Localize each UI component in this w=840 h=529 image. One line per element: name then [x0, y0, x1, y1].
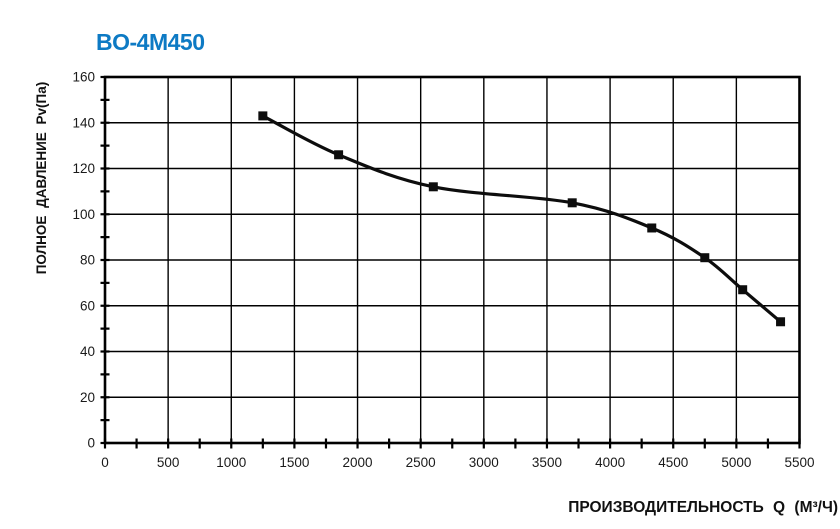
x-tick-label: 4000 [595, 455, 625, 470]
data-point-marker [258, 111, 268, 121]
y-tick-label: 140 [72, 115, 95, 130]
data-point-marker [776, 317, 786, 327]
data-point-marker [700, 253, 710, 263]
x-axis-title: ПРОИЗВОДИТЕЛЬНОСТЬ Q (М³/Ч) [568, 499, 838, 516]
y-tick-label: 100 [72, 207, 95, 222]
x-tick-label: 1000 [216, 455, 246, 470]
x-tick-label: 1500 [279, 455, 309, 470]
data-point-marker [738, 285, 748, 295]
y-tick-label: 20 [80, 390, 95, 405]
x-tick-label: 0 [101, 455, 109, 470]
y-tick-label: 160 [72, 70, 95, 85]
y-tick-label: 0 [87, 436, 95, 451]
x-tick-label: 500 [157, 455, 180, 470]
x-tick-label: 4500 [658, 455, 688, 470]
data-point-marker [334, 150, 344, 160]
y-tick-label: 60 [80, 298, 95, 313]
x-tick-label: 3000 [469, 455, 499, 470]
data-point-marker [647, 223, 657, 233]
y-tick-label: 80 [80, 253, 95, 268]
x-tick-label: 5000 [721, 455, 751, 470]
x-tick-label: 2500 [406, 455, 436, 470]
y-axis-title: ПОЛНОЕ ДАВЛЕНИЕ Pv(Па) [34, 82, 49, 275]
data-point-marker [428, 182, 438, 192]
x-tick-label: 5500 [784, 455, 814, 470]
x-tick-label: 2000 [343, 455, 373, 470]
y-tick-label: 120 [72, 161, 95, 176]
data-point-marker [567, 198, 577, 208]
y-tick-label: 40 [80, 344, 95, 359]
x-tick-label: 3500 [532, 455, 562, 470]
performance-curve [261, 114, 783, 324]
chart-title: BO-4M450 [96, 29, 205, 55]
